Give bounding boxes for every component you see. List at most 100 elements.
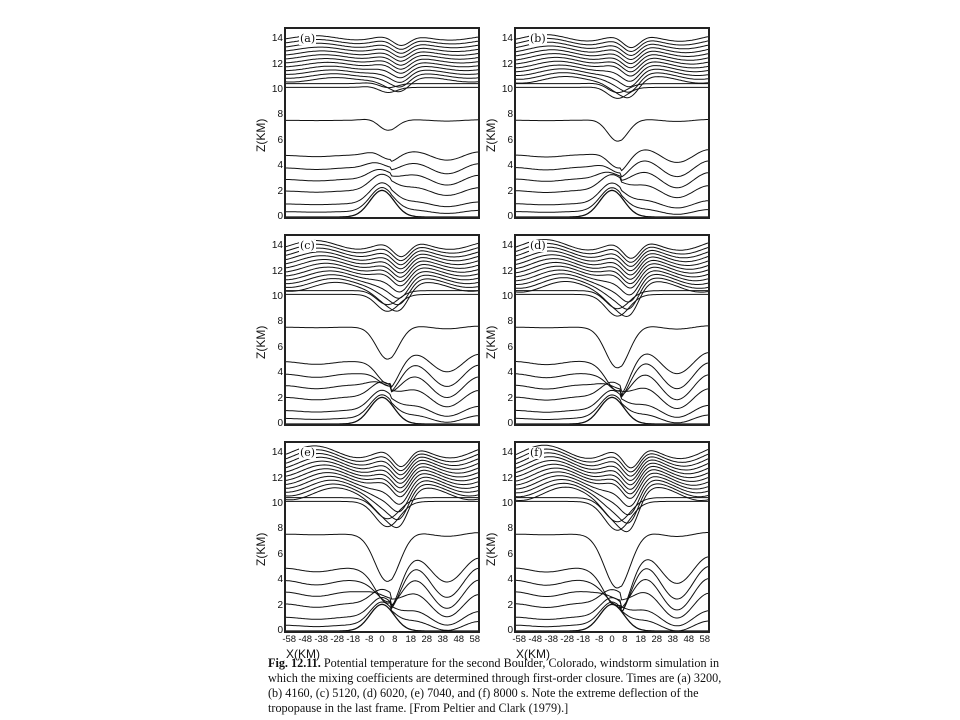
isentrope-line bbox=[516, 86, 708, 99]
isentrope-line bbox=[516, 149, 708, 172]
y-tick-label: 8 bbox=[277, 109, 283, 121]
isentrope-line bbox=[516, 171, 708, 189]
isentrope-line bbox=[516, 556, 708, 612]
y-tick-label: 0 bbox=[507, 211, 513, 222]
y-tick-label: 4 bbox=[507, 160, 513, 172]
isentrope-line bbox=[286, 46, 478, 58]
y-tick-label: 6 bbox=[277, 548, 283, 560]
y-tick-label: 6 bbox=[507, 341, 513, 353]
x-tick-label: -18 bbox=[576, 634, 591, 645]
y-axis-label: Z(KM) bbox=[254, 325, 268, 359]
isentrope-line bbox=[286, 262, 478, 283]
x-tick-label: 28 bbox=[651, 634, 663, 645]
panel-a bbox=[284, 27, 480, 219]
x-axis-label: X(KM) bbox=[286, 647, 320, 661]
y-tick-label: 4 bbox=[507, 574, 513, 586]
x-tick-label: -8 bbox=[364, 634, 374, 645]
x-tick-label: -18 bbox=[346, 634, 361, 645]
potential-temperature-contours bbox=[286, 445, 478, 631]
isentrope-line bbox=[516, 82, 708, 94]
y-tick-label: 6 bbox=[277, 341, 283, 353]
isentrope-line bbox=[286, 483, 478, 521]
isentrope-line bbox=[286, 487, 478, 529]
isentrope-line bbox=[516, 72, 708, 93]
isentrope-line bbox=[516, 467, 708, 495]
isentrope-line bbox=[516, 471, 708, 499]
isentrope-line bbox=[286, 42, 478, 54]
isentrope-line bbox=[516, 182, 708, 209]
y-tick-label: 2 bbox=[277, 185, 283, 197]
y-tick-label: 8 bbox=[277, 316, 283, 328]
isentrope-line bbox=[286, 601, 478, 631]
y-tick-label: 14 bbox=[271, 447, 283, 459]
isentrope-line bbox=[516, 68, 708, 88]
isentrope-line bbox=[286, 468, 478, 493]
caption-lead: Fig. 12.11. bbox=[268, 656, 321, 670]
y-tick-label: 10 bbox=[501, 497, 513, 509]
isentrope-line bbox=[516, 64, 708, 82]
isentrope-line bbox=[286, 270, 478, 293]
y-tick-label: 2 bbox=[507, 392, 513, 404]
isentrope-line bbox=[286, 186, 478, 214]
isentrope-line bbox=[286, 445, 478, 468]
isentrope-line bbox=[516, 394, 708, 424]
y-tick-label: 10 bbox=[271, 83, 283, 95]
isentrope-line bbox=[516, 254, 708, 276]
panel-label: (a) bbox=[299, 32, 317, 45]
terrain-profile bbox=[286, 189, 478, 217]
isentrope-line bbox=[516, 261, 708, 285]
y-tick-label: 8 bbox=[507, 316, 513, 328]
x-tick-label: 48 bbox=[453, 634, 465, 645]
isentrope-line bbox=[516, 325, 708, 369]
isentrope-line bbox=[516, 56, 708, 73]
x-tick-label: -38 bbox=[544, 634, 559, 645]
isentrope-line bbox=[286, 274, 478, 299]
isentrope-line bbox=[516, 456, 708, 481]
isentrope-line bbox=[516, 482, 708, 524]
potential-temperature-contours bbox=[516, 34, 708, 217]
isentrope-line bbox=[286, 50, 478, 62]
isentrope-line bbox=[286, 162, 478, 175]
y-tick-label: 8 bbox=[507, 523, 513, 535]
isentrope-line bbox=[516, 239, 708, 259]
isentrope-line bbox=[516, 578, 708, 611]
x-tick-label: -58 bbox=[512, 634, 527, 645]
isentrope-line bbox=[286, 243, 478, 262]
y-tick-label: 12 bbox=[501, 58, 513, 70]
isentrope-line bbox=[286, 381, 478, 408]
isentrope-line bbox=[516, 352, 708, 396]
isentrope-line bbox=[286, 169, 478, 186]
terrain-profile bbox=[286, 603, 478, 631]
potential-temperature-contours bbox=[516, 239, 708, 424]
x-tick-label: 58 bbox=[699, 634, 711, 645]
isentrope-line bbox=[286, 588, 478, 618]
x-tick-label: -28 bbox=[560, 634, 575, 645]
isentrope-line bbox=[516, 265, 708, 289]
x-tick-label: 8 bbox=[392, 634, 398, 645]
potential-temperature-contours bbox=[516, 444, 708, 631]
isentrope-line bbox=[286, 77, 478, 93]
isentrope-line bbox=[286, 278, 478, 306]
x-tick-label: 0 bbox=[379, 634, 385, 645]
isentrope-line bbox=[286, 54, 478, 66]
isentrope-line bbox=[516, 452, 708, 477]
y-tick-label: 0 bbox=[507, 625, 513, 636]
x-tick-label: -8 bbox=[594, 634, 604, 645]
isentrope-line bbox=[286, 579, 478, 609]
terrain-profile bbox=[516, 603, 708, 631]
isentrope-line bbox=[286, 82, 478, 89]
isentrope-line bbox=[286, 247, 478, 266]
potential-temperature-contours bbox=[286, 35, 478, 217]
isentrope-line bbox=[516, 41, 708, 57]
isentrope-line bbox=[286, 532, 478, 582]
isentrope-line bbox=[516, 448, 708, 473]
isentrope-line bbox=[286, 449, 478, 472]
isentrope-line bbox=[516, 187, 708, 215]
figure-caption: Fig. 12.11. Potential temperature for th… bbox=[268, 656, 728, 720]
y-axis-label: Z(KM) bbox=[254, 532, 268, 566]
potential-temperature-contours bbox=[286, 239, 478, 424]
y-tick-label: 10 bbox=[271, 497, 283, 509]
y-tick-label: 0 bbox=[277, 418, 283, 429]
isentrope-line bbox=[286, 151, 478, 162]
